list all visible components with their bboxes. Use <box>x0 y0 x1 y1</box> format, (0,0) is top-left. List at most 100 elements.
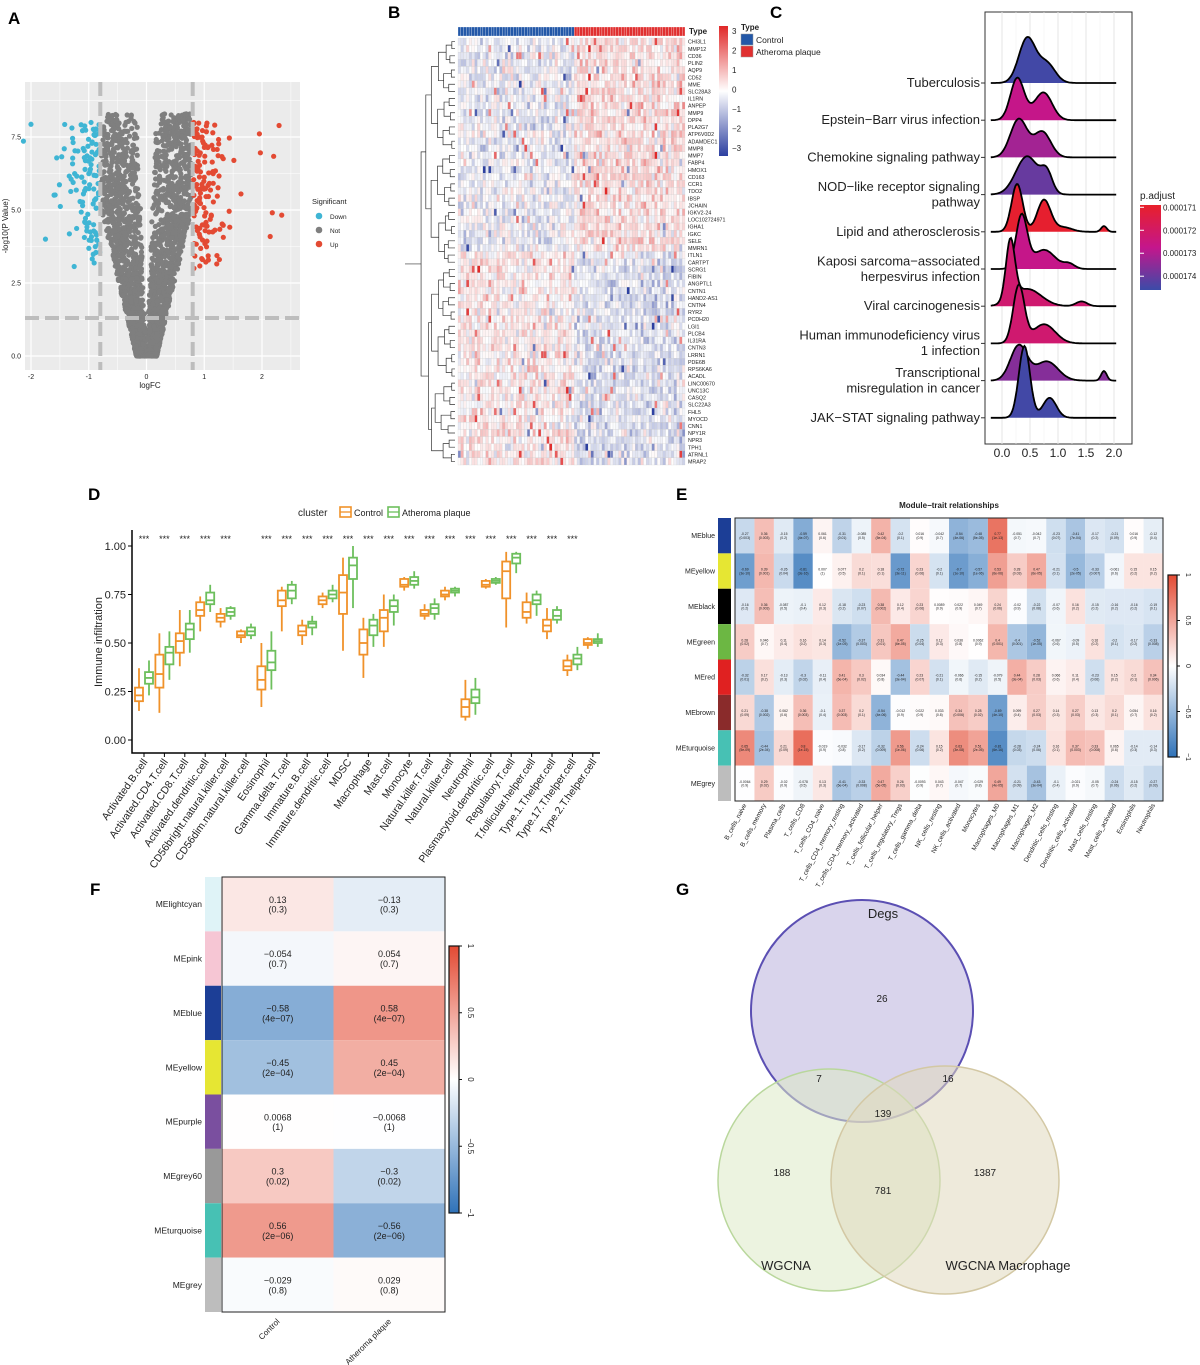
heatmap-cell <box>615 201 619 209</box>
heatmap-cell <box>671 101 675 110</box>
heatmap-cell <box>499 130 503 138</box>
heatmap-cell <box>518 151 522 160</box>
heatmap-cell <box>513 166 517 174</box>
point-up <box>196 120 202 126</box>
point-up <box>215 136 222 143</box>
heatmap-cell <box>557 66 561 74</box>
heatmap-cell <box>482 137 486 145</box>
heatmap-cell <box>485 180 489 188</box>
heatmap-cell <box>543 45 547 53</box>
heatmap-cell <box>504 173 508 181</box>
heatmap-cell <box>540 52 544 60</box>
heatmap-cell <box>504 59 508 67</box>
heatmap-cell <box>610 109 614 117</box>
heatmap-cell <box>579 201 583 209</box>
heatmap-cell <box>543 73 547 81</box>
expression-heatmap: CHI3L1MMP12CD36PLIN2AQP9CD52MMESLC28A3IL… <box>405 23 821 466</box>
heatmap-cell <box>480 194 484 202</box>
heatmap-cell <box>496 194 500 202</box>
heatmap-cell <box>599 66 603 74</box>
heatmap-cell <box>532 130 536 138</box>
heatmap-cell <box>590 123 594 131</box>
heatmap-cell <box>513 101 517 110</box>
gene-label: HMOX1 <box>688 168 707 174</box>
heatmap-cell <box>590 45 594 53</box>
heatmap-cell <box>527 80 531 88</box>
point-not <box>110 220 116 226</box>
heatmap-cell <box>629 52 633 60</box>
heatmap-cell <box>615 73 619 81</box>
heatmap-cell <box>601 37 605 46</box>
heatmap-cell <box>626 187 630 195</box>
heatmap-cell <box>601 151 605 160</box>
heatmap-cell <box>621 109 625 117</box>
point-not <box>128 113 134 119</box>
type-annotation-cell <box>626 26 630 37</box>
point-down <box>74 225 80 232</box>
point-up <box>226 208 232 214</box>
heatmap-cell <box>582 73 586 81</box>
heatmap-cell <box>518 87 522 96</box>
heatmap-cell <box>460 101 464 110</box>
point-not <box>119 267 125 274</box>
heatmap-cell <box>480 80 484 88</box>
panel-label-f: F <box>90 880 100 899</box>
heatmap-cell <box>618 180 622 188</box>
heatmap-cell <box>574 194 578 202</box>
heatmap-cell <box>662 130 666 138</box>
heatmap-cell <box>590 173 594 181</box>
gene-label: ATP6V0D2 <box>688 132 714 138</box>
heatmap-cell <box>637 201 641 209</box>
heatmap-cell <box>665 52 669 60</box>
heatmap-cell <box>596 187 600 195</box>
heatmap-cell <box>540 194 544 202</box>
heatmap-cell <box>599 166 603 174</box>
heatmap-cell <box>493 144 497 152</box>
heatmap-cell <box>657 94 661 103</box>
heatmap-cell <box>671 173 675 181</box>
heatmap-cell <box>516 187 520 195</box>
point-not <box>184 202 190 209</box>
point-up <box>191 177 197 183</box>
heatmap-cell <box>576 144 580 152</box>
heatmap-cell <box>488 101 492 110</box>
point-up <box>194 126 200 132</box>
heatmap-cell <box>601 101 605 110</box>
heatmap-cell <box>621 45 625 53</box>
heatmap-cell <box>590 87 594 96</box>
point-up <box>210 130 216 136</box>
heatmap-cell <box>579 144 583 152</box>
heatmap-cell <box>673 201 677 209</box>
gene-label: CD36 <box>688 54 702 60</box>
heatmap-cell <box>582 94 586 103</box>
point-not <box>164 296 170 303</box>
heatmap-cell <box>679 158 683 167</box>
heatmap-cell <box>485 201 489 209</box>
heatmap-cell <box>457 187 461 195</box>
heatmap-cell <box>590 37 594 46</box>
heatmap-cell <box>521 80 525 88</box>
heatmap-cell <box>521 73 525 81</box>
heatmap-cell <box>518 101 522 110</box>
heatmap-cell <box>582 158 586 167</box>
heatmap-cell <box>618 73 622 81</box>
heatmap-cell <box>563 94 567 103</box>
heatmap-cell <box>507 130 511 138</box>
heatmap-cell <box>607 137 611 145</box>
type-annotation-cell <box>615 26 619 37</box>
heatmap-cell <box>585 137 589 145</box>
heatmap-cell <box>601 194 605 202</box>
heatmap-cell <box>612 158 616 167</box>
heatmap-cell <box>468 158 472 167</box>
x-axis-label: logFC <box>139 381 161 390</box>
heatmap-cell <box>480 166 484 174</box>
heatmap-cell <box>676 166 680 174</box>
heatmap-cell <box>485 187 489 195</box>
heatmap-cell <box>471 94 475 103</box>
heatmap-cell <box>651 80 655 88</box>
heatmap-cell <box>485 101 489 110</box>
heatmap-cell <box>657 37 661 46</box>
heatmap-cell <box>646 166 650 174</box>
heatmap-cell <box>585 101 589 110</box>
heatmap-cell <box>651 52 655 60</box>
